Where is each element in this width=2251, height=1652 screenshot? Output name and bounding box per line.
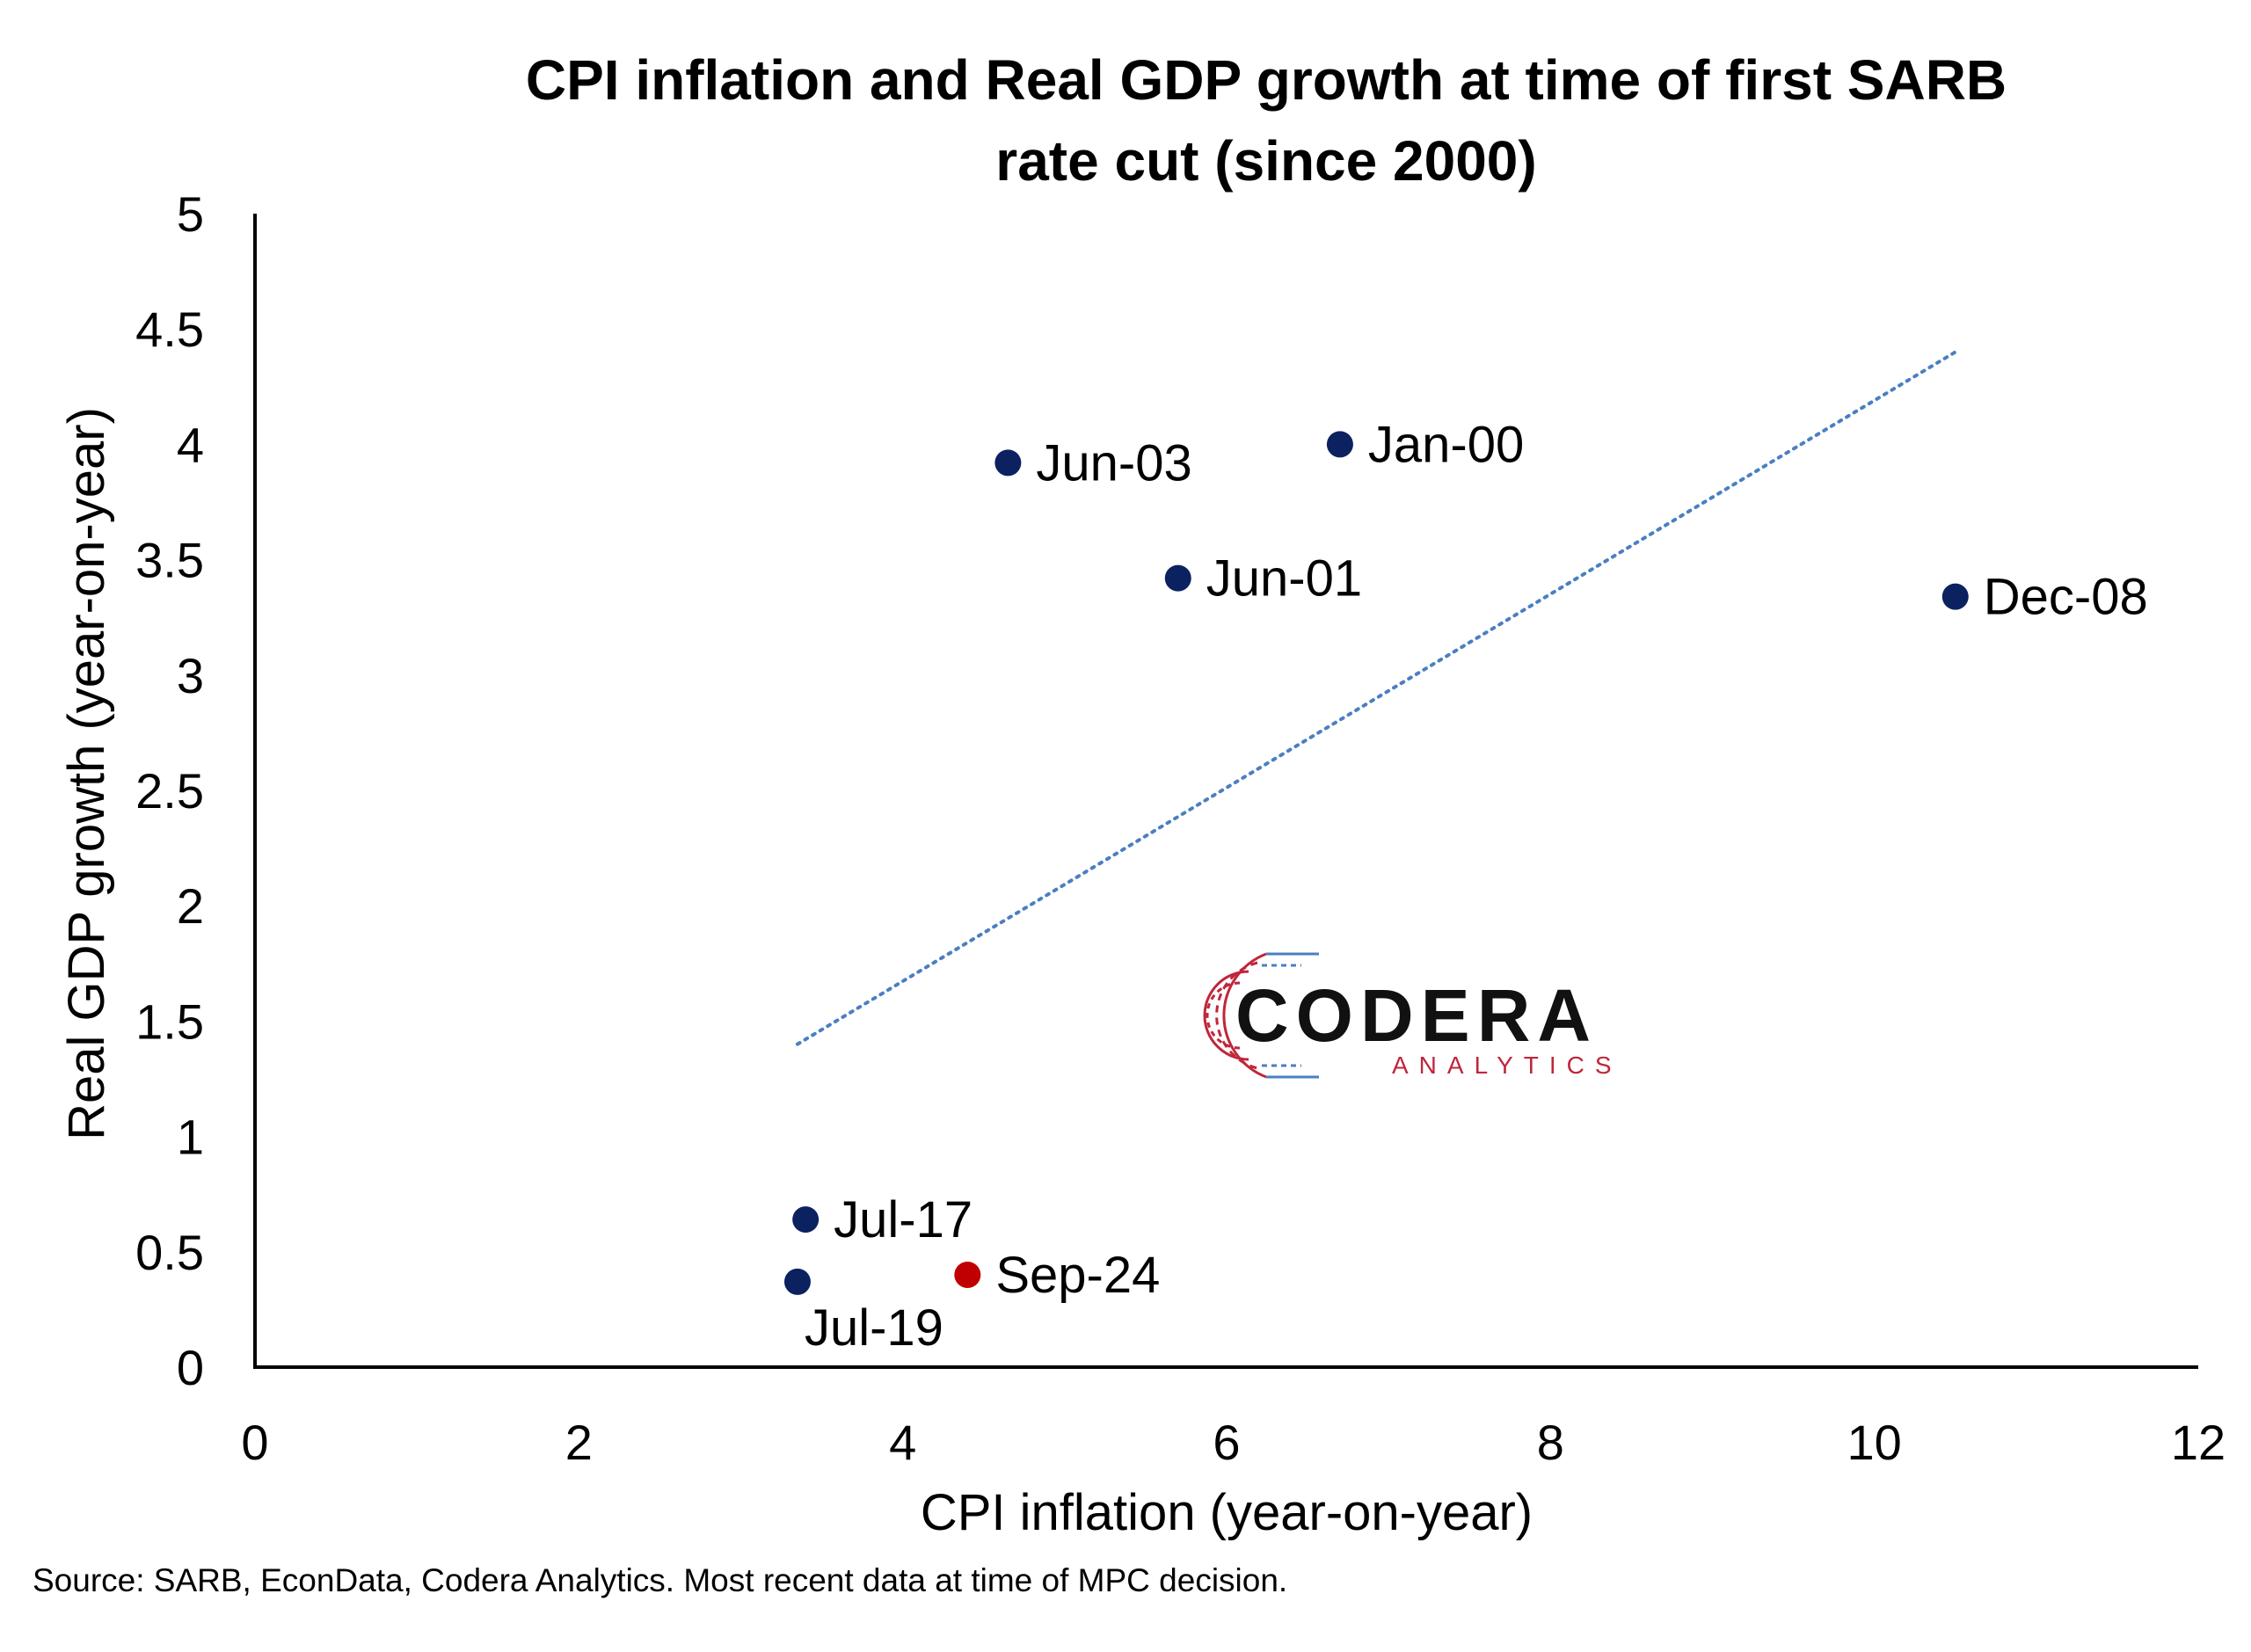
data-point [994, 449, 1022, 477]
data-point-label: Jan-00 [1368, 416, 1524, 473]
x-tick-label: 4 [889, 1415, 916, 1470]
x-tick-label: 0 [241, 1415, 268, 1470]
y-tick-label: 1 [177, 1110, 204, 1165]
data-points: Jan-00 Jun-01 Jun-03 Dec-08 Jul-17 Jul-19 Sep-… [783, 416, 2148, 1357]
y-tick-label: 1.5 [135, 993, 204, 1049]
trend-line [795, 350, 1957, 1046]
chart-title-line-1: CPI inflation and Real GDP growth at tim… [526, 48, 2007, 112]
chart-title-line-2: rate cut (since 2000) [995, 129, 1536, 193]
y-tick-label: 0.5 [135, 1225, 204, 1280]
y-tick-label: 4 [177, 417, 204, 472]
data-point [1941, 583, 1969, 610]
data-point [783, 1268, 811, 1295]
data-point-label: Jun-03 [1036, 434, 1191, 491]
y-tick-labels: 0 0.5 1 1.5 2 2.5 3 3.5 4 4.5 5 [135, 186, 204, 1395]
data-point-label: Jul-19 [805, 1299, 943, 1357]
data-point-label: Dec-08 [1984, 569, 2148, 626]
y-tick-label: 2.5 [135, 763, 204, 819]
x-tick-labels: 0 2 4 6 8 10 12 [241, 1415, 2226, 1470]
x-tick-label: 10 [1847, 1415, 1902, 1470]
data-point-label: Jul-17 [834, 1191, 973, 1248]
y-tick-label: 5 [177, 186, 204, 242]
y-tick-label: 3.5 [135, 533, 204, 588]
y-tick-label: 4.5 [135, 302, 204, 357]
data-point-label: Sep-24 [995, 1247, 1160, 1304]
x-axis-label: CPI inflation (year-on-year) [921, 1484, 1533, 1541]
y-tick-label: 0 [177, 1340, 204, 1395]
data-point-label: Jun-01 [1206, 550, 1362, 608]
codera-logo-mark-icon [1203, 952, 1319, 1079]
x-tick-label: 8 [1537, 1415, 1564, 1470]
y-tick-label: 2 [177, 878, 204, 934]
codera-logo: CODERA ANALYTICS [1203, 952, 1622, 1079]
x-tick-label: 6 [1213, 1415, 1240, 1470]
data-point [1164, 564, 1191, 592]
data-point [792, 1206, 820, 1234]
source-note: Source: SARB, EconData, Codera Analytics… [33, 1562, 1287, 1598]
x-tick-label: 12 [2171, 1415, 2226, 1470]
logo-subtitle: ANALYTICS [1392, 1052, 1622, 1079]
y-axis-label: Real GDP growth (year-on-year) [58, 407, 115, 1140]
y-tick-label: 3 [177, 648, 204, 703]
data-point [1326, 431, 1353, 458]
x-tick-label: 2 [565, 1415, 593, 1470]
data-point [954, 1262, 981, 1289]
logo-name: CODERA [1235, 974, 1598, 1057]
